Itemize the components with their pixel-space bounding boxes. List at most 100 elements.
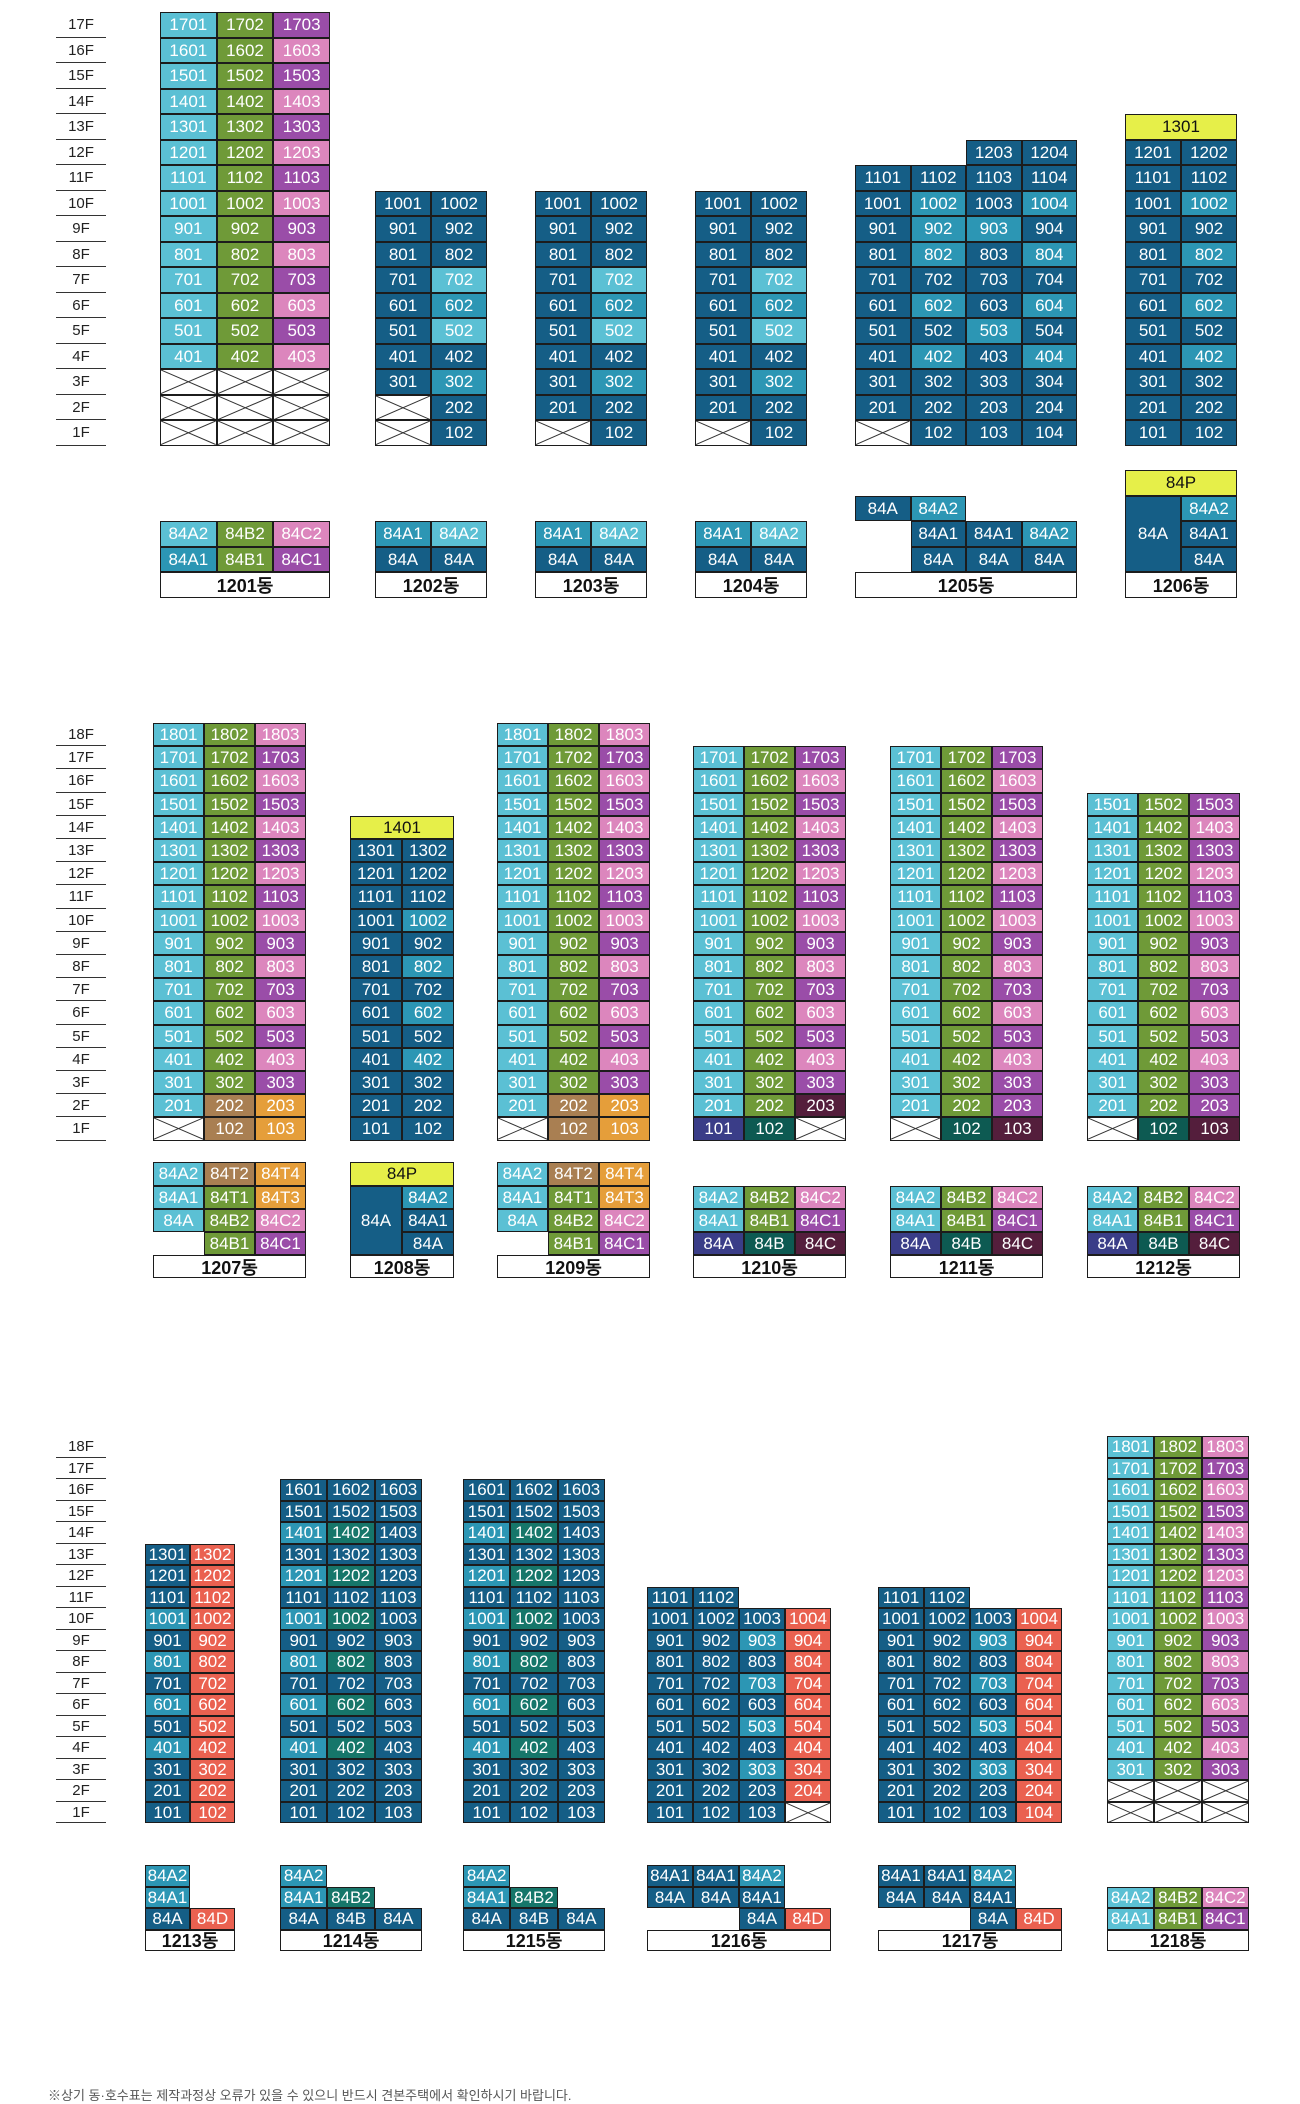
unit-cell: 1104 (1021, 165, 1077, 191)
unit-cell: 501 (878, 1715, 924, 1737)
unit-cell: 602 (190, 1694, 235, 1716)
unit-cell: 702 (1154, 1672, 1202, 1694)
cross-line (796, 1118, 845, 1140)
unit-cell: 801 (535, 241, 591, 267)
unit-cell: 1803 (1201, 1436, 1249, 1458)
unit-cell: 801 (890, 955, 941, 979)
unit-cell: 1002 (744, 908, 795, 932)
unit-cell: 504 (1016, 1715, 1062, 1737)
unit-cell: 1603 (273, 37, 330, 63)
unit-cell: 1302 (744, 839, 795, 863)
unit-cell: 802 (751, 241, 807, 267)
unit-cell: 1103 (599, 885, 650, 909)
unit-cell: 703 (970, 1672, 1016, 1694)
unit-cell: 1002 (941, 908, 992, 932)
unit-cell: 1103 (966, 165, 1022, 191)
unit-cell: 701 (878, 1672, 924, 1694)
unit-cell: 1003 (1189, 908, 1240, 932)
unit-cell: 1202 (402, 862, 454, 886)
unit-cell: 1403 (795, 815, 846, 839)
type-legend-cell: 84A1 (463, 1886, 511, 1908)
building-name: 1217동 (878, 1929, 1062, 1951)
unit-cell: 1402 (744, 815, 795, 839)
unit-cell: 1602 (510, 1479, 558, 1501)
unit-cell: 604 (1016, 1694, 1062, 1716)
unit-cell: 703 (599, 978, 650, 1002)
unit-cell: 203 (739, 1780, 785, 1802)
type-legend-cell: 84A2 (497, 1162, 548, 1186)
unit-cell: 801 (145, 1651, 190, 1673)
unit-cell: 701 (497, 978, 548, 1002)
unit-cell: 702 (1181, 267, 1237, 293)
unit-cell: 1201 (280, 1565, 328, 1587)
unit-cell: 1001 (153, 908, 204, 932)
type-legend-cell: 84B2 (510, 1886, 558, 1908)
type-legend-cell: 84A1 (1181, 521, 1237, 547)
unit-cell: 502 (591, 318, 647, 344)
unit-cell: 1401 (280, 1522, 328, 1544)
unit-cell: 1002 (402, 908, 454, 932)
unit-cell: 501 (153, 1024, 204, 1048)
unit-cell: 1803 (599, 723, 650, 747)
unit-cell: 704 (785, 1672, 831, 1694)
unavailable-cross-icon (376, 421, 430, 445)
floor-label: 6F (56, 1001, 106, 1025)
unit-cell: 304 (1021, 369, 1077, 395)
unit-cell: 602 (431, 292, 487, 318)
unit-cell: 102 (744, 1117, 795, 1141)
type-legend-cell: 84B1 (941, 1208, 992, 1232)
unavailable-unit (273, 394, 330, 420)
cross-line (1155, 1802, 1201, 1822)
type-legend-cell: 84A (1087, 1232, 1138, 1256)
unit-cell: 601 (280, 1694, 328, 1716)
type-legend-cell: 84A (375, 546, 431, 572)
cross-line (536, 421, 590, 445)
unavailable-cross-icon (274, 421, 329, 445)
type-legend-cell: 84A (1125, 495, 1181, 572)
unit-cell: 401 (647, 1737, 693, 1759)
floor-label: 2F (56, 1094, 106, 1118)
unit-cell: 1302 (1154, 1543, 1202, 1565)
floor-label: 18F (56, 1436, 106, 1458)
unavailable-unit (1107, 1801, 1155, 1823)
floor-label: 15F (56, 63, 106, 89)
unit-cell: 701 (1107, 1672, 1155, 1694)
unit-cell: 1403 (557, 1522, 605, 1544)
unit-cell: 702 (431, 267, 487, 293)
unit-cell: 1101 (1087, 885, 1138, 909)
unit-cell: 1102 (941, 885, 992, 909)
unit-cell: 401 (1107, 1737, 1155, 1759)
unit-cell: 1301 (693, 839, 744, 863)
unit-cell: 702 (941, 978, 992, 1002)
unit-cell: 302 (591, 369, 647, 395)
unavailable-cross-icon (1155, 1802, 1201, 1822)
unit-cell: 403 (374, 1737, 422, 1759)
unit-cell: 602 (327, 1694, 375, 1716)
unit-cell: 603 (1189, 1001, 1240, 1025)
unit-cell: 501 (280, 1715, 328, 1737)
unit-cell: 603 (970, 1694, 1016, 1716)
unit-cell: 801 (280, 1651, 328, 1673)
unit-cell: 803 (739, 1651, 785, 1673)
unavailable-cross-icon (1202, 1781, 1248, 1801)
unit-cell: 602 (744, 1001, 795, 1025)
unit-cell: 1202 (941, 862, 992, 886)
unit-cell: 701 (855, 267, 911, 293)
unit-cell: 502 (910, 318, 966, 344)
unit-cell: 702 (510, 1672, 558, 1694)
unit-cell: 1503 (599, 792, 650, 816)
unit-cell: 902 (910, 216, 966, 242)
unit-cell: 1102 (190, 1586, 235, 1608)
unit-cell: 1703 (1201, 1457, 1249, 1479)
unit-cell: 901 (647, 1629, 693, 1651)
type-legend-cell: 84A2 (751, 521, 807, 547)
unit-cell: 702 (744, 978, 795, 1002)
unit-cell: 1301 (153, 839, 204, 863)
unit-cell: 601 (878, 1694, 924, 1716)
unavailable-unit (216, 394, 274, 420)
unit-cell: 202 (591, 394, 647, 420)
unit-cell: 701 (647, 1672, 693, 1694)
unit-cell: 302 (402, 1071, 454, 1095)
unit-cell: 103 (966, 420, 1022, 446)
unit-cell: 1401 (890, 815, 941, 839)
